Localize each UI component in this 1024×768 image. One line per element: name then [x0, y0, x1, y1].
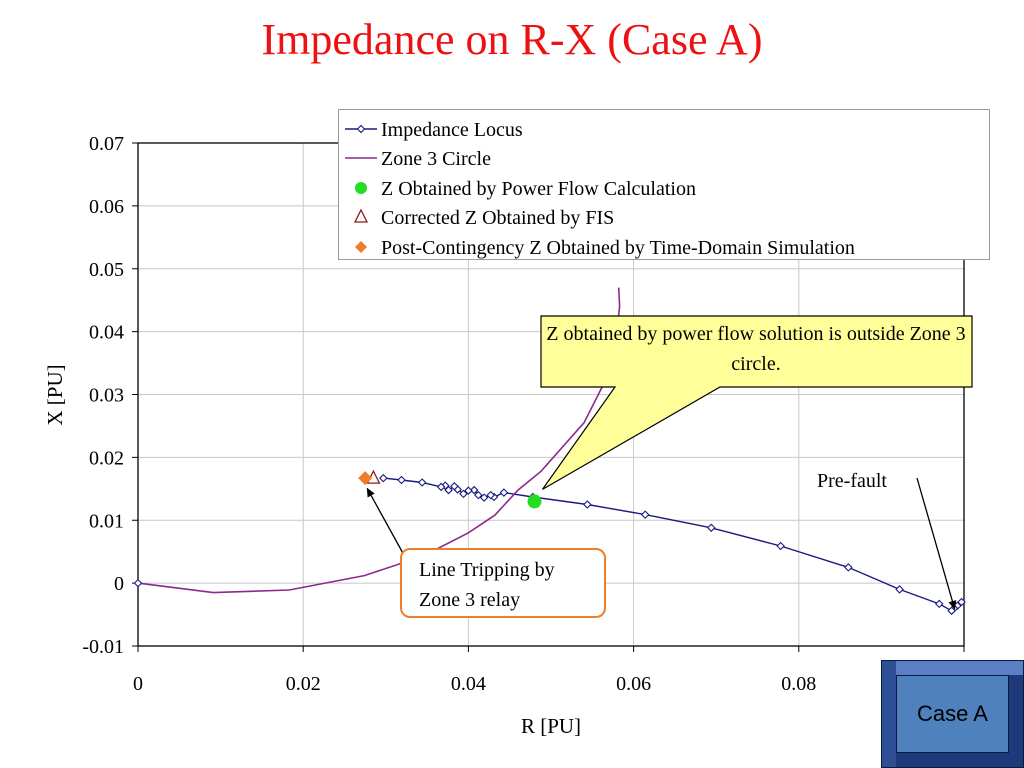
series-2 — [527, 494, 542, 509]
legend-diamond-icon — [356, 124, 366, 134]
series-4 — [358, 471, 373, 486]
chart-series — [133, 287, 966, 616]
trip-label-line2: Zone 3 relay — [419, 589, 521, 611]
post-contingency-z-point — [358, 471, 373, 486]
origin-point — [133, 578, 143, 588]
legend-entry-4: Post-Contingency Z Obtained by Time-Doma… — [355, 237, 855, 259]
legend-circle-icon — [355, 182, 367, 194]
legend-entry-3: Corrected Z Obtained by FIS — [353, 207, 614, 229]
locus-point — [464, 486, 473, 495]
x-tick-label: 0 — [133, 673, 143, 695]
legend-label: Impedance Locus — [381, 119, 523, 141]
locus-point — [957, 597, 966, 607]
locus-point — [934, 599, 944, 609]
case-button-label[interactable]: Case A — [896, 675, 1009, 753]
legend-entry-0: Impedance Locus — [345, 119, 523, 141]
button-bevel-top — [882, 661, 1023, 675]
slide-title: Impedance on R-X (Case A) — [261, 15, 763, 64]
prefault-label: Pre-fault — [815, 470, 889, 493]
x-tick-label: 0.06 — [616, 673, 651, 695]
legend-label: Z Obtained by Power Flow Calculation — [381, 178, 696, 200]
y-tick-label: 0.07 — [89, 133, 124, 155]
case-a-button[interactable]: Case A — [881, 660, 1024, 768]
x-axis-title: R [PU] — [521, 714, 581, 738]
locus-point — [417, 478, 427, 487]
y-tick-label: 0 — [114, 573, 124, 595]
locus-point — [469, 485, 479, 495]
y-tick-label: 0.05 — [89, 259, 124, 281]
callout-text: Z obtained by power flow solution is out… — [546, 323, 966, 375]
locus-point — [397, 475, 406, 485]
button-bevel-left — [882, 661, 896, 767]
y-tick-label: -0.01 — [82, 636, 124, 658]
locus-point — [706, 523, 716, 533]
y-tick-label: 0.01 — [89, 510, 124, 532]
trip-label-line1: Line Tripping by — [419, 559, 555, 581]
locus-point — [583, 500, 592, 509]
legend-label: Zone 3 Circle — [381, 148, 491, 170]
callout-balloon — [540, 315, 973, 490]
y-tick-label: 0.02 — [89, 447, 124, 469]
locus-point — [499, 488, 509, 497]
locus-point — [844, 563, 853, 572]
callout-shape — [540, 315, 973, 490]
locus-point — [895, 585, 904, 594]
y-tick-label: 0.04 — [89, 322, 124, 344]
prefault-arrow — [916, 477, 957, 610]
locus-point — [459, 489, 468, 499]
locus-point — [776, 541, 785, 551]
x-tick-label: 0.08 — [781, 673, 816, 695]
locus-point — [450, 482, 459, 491]
legend-label: Post-Contingency Z Obtained by Time-Doma… — [381, 237, 855, 259]
y-axis-title: X [PU] — [43, 364, 67, 425]
x-tick-label: 0.02 — [286, 673, 321, 695]
locus-point — [479, 493, 489, 502]
series-0 — [379, 473, 966, 616]
x-tick-label: 0.04 — [451, 673, 486, 695]
locus-point — [379, 473, 388, 483]
locus-point — [436, 482, 446, 492]
y-tick-label: 0.06 — [89, 196, 124, 218]
legend-orange-diamond-icon — [355, 241, 367, 253]
locus-point — [640, 510, 650, 519]
axis-ticks: 0.07 0.06 0.05 0.04 0.03 0.02 0.01 0 -0.01 0 0.02 0… — [82, 133, 965, 695]
locus-point — [474, 490, 483, 500]
power-flow-z-point — [527, 494, 542, 509]
locus-point — [486, 490, 495, 500]
y-tick-label: 0.03 — [89, 385, 124, 407]
line-tripping-label: Line Tripping by Zone 3 relay — [400, 548, 606, 618]
legend-triangle-icon — [353, 208, 369, 223]
legend-label: Corrected Z Obtained by FIS — [381, 207, 614, 229]
chart-legend: Impedance Locus Zone 3 Circle Z Obtained b… — [338, 109, 990, 260]
legend-entry-1: Zone 3 Circle — [345, 148, 491, 170]
legend-entry-2: Z Obtained by Power Flow Calculation — [355, 178, 696, 200]
